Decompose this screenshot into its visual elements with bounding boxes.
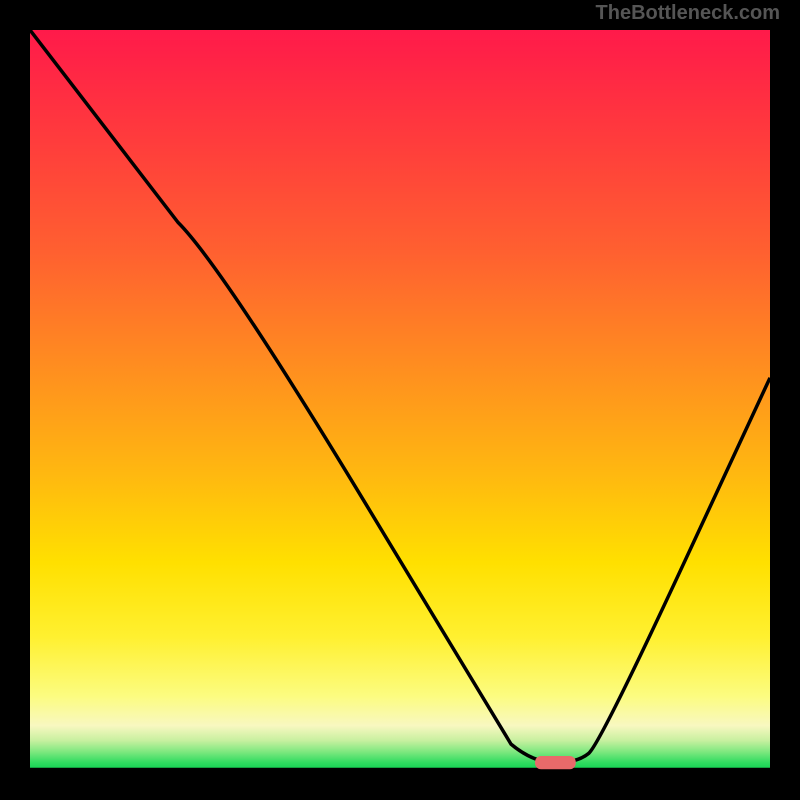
watermark-text: TheBottleneck.com	[596, 2, 780, 25]
optimal-marker	[535, 756, 576, 769]
bottleneck-chart	[30, 30, 770, 770]
chart-svg	[30, 30, 770, 770]
chart-background	[30, 30, 770, 770]
